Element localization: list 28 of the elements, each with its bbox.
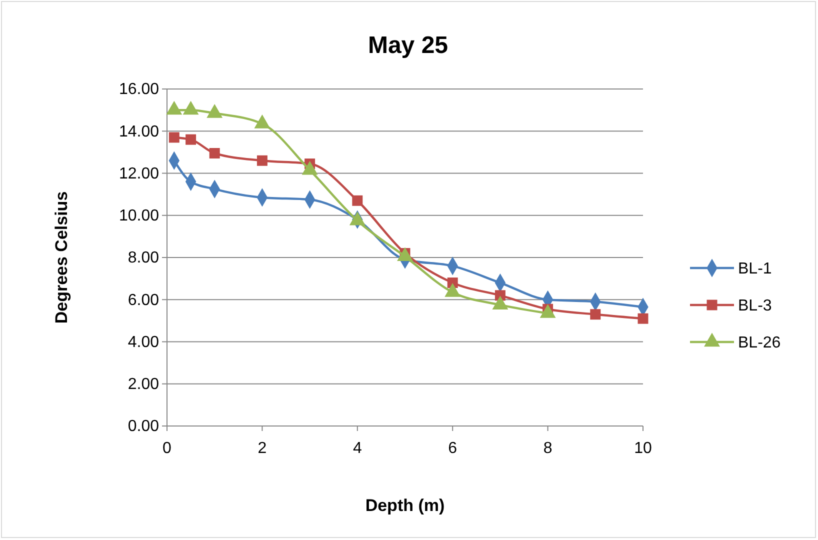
- y-axis-title: Degrees Celsius: [52, 191, 71, 324]
- y-tick-label: 0.00: [128, 418, 160, 436]
- y-tick-label: 4.00: [128, 334, 160, 351]
- point: [638, 313, 648, 324]
- point: [186, 134, 196, 145]
- point: [209, 148, 220, 158]
- point: [256, 155, 268, 166]
- y-tick-label: 12.00: [118, 165, 160, 182]
- y-tick-label: 16.00: [118, 81, 160, 98]
- y-tick-label: 2.00: [128, 376, 160, 393]
- x-axis-title: Depth (m): [365, 496, 445, 515]
- x-tick-label: 2: [258, 440, 267, 458]
- y-tick-label: 6.00: [128, 292, 160, 309]
- x-tick-label: 10: [634, 440, 652, 458]
- x-tick-label: 0: [162, 440, 172, 458]
- chart-title: May 25: [368, 32, 448, 59]
- y-tick-label: 10.00: [118, 207, 160, 224]
- point: [168, 132, 180, 143]
- x-tick-label: 4: [352, 440, 362, 458]
- point: [352, 195, 363, 206]
- y-tick-label: 14.00: [118, 123, 160, 140]
- legend-label: BL-3: [738, 298, 772, 315]
- x-tick-label: 6: [448, 440, 458, 458]
- point: [590, 309, 601, 320]
- y-tick-label: 8.00: [128, 250, 160, 267]
- legend-label: BL-1: [738, 260, 772, 278]
- x-tick-label: 8: [543, 440, 552, 458]
- legend-label: BL-26: [738, 334, 781, 352]
